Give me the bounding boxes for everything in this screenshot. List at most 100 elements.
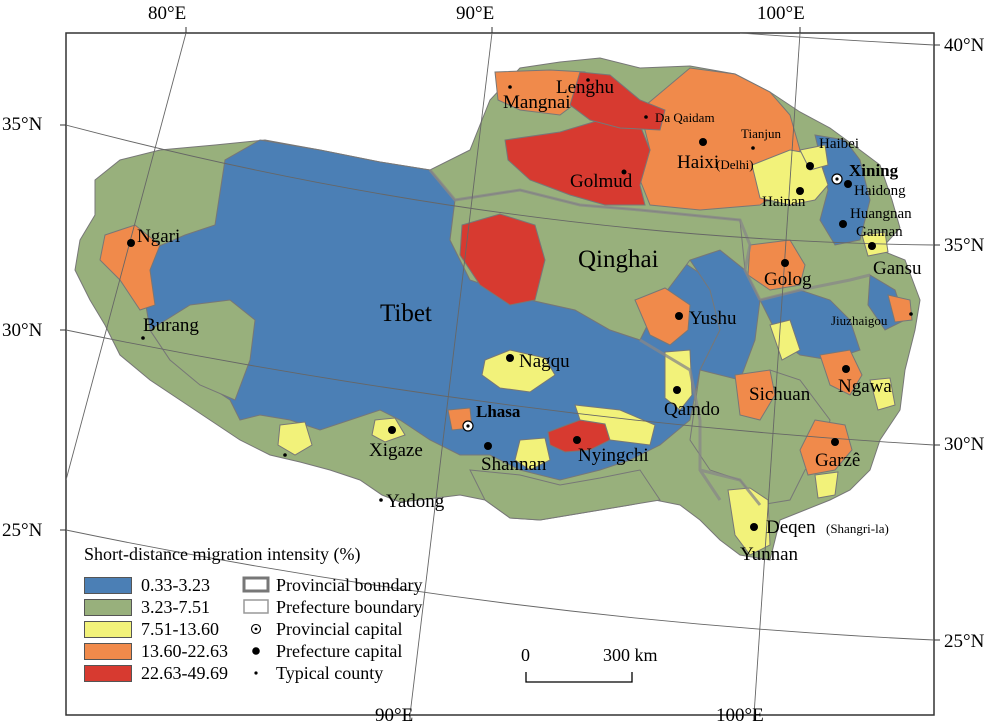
region-class3-nagqu [481,349,556,393]
region-label-qinghai: Qinghai [578,246,659,273]
prefecture-capital-icon [506,354,514,362]
place-label-garze: Garzê [815,450,861,471]
frame-ticks [60,27,940,721]
place-label-lhasa: Lhasa [476,402,521,421]
region-class4-gansu-east [887,294,913,323]
place-label-jiuzhaigou: Jiuzhaigou [831,313,888,328]
prefecture-capital-icon [844,180,852,188]
place-label-golmud: Golmud [570,171,633,192]
prefecture-capital-icon [621,169,627,175]
lon-label-bottom-90: 90°E [375,705,414,726]
region-class4-mangnai [494,69,586,116]
region-class1-east-c [814,134,871,246]
lat-label-left-35: 35°N [2,114,43,135]
prefecture-boundary-icon [243,599,269,614]
prefecture-capital-icon [127,239,135,247]
region-label-sichuan: Sichuan [749,384,811,405]
region-class2-southwest [149,299,256,401]
place-label-burang: Burang [143,315,199,336]
lon-label-top-100: 100°E [757,3,805,24]
prefecture-capital-icon [675,312,683,320]
place-label-haibei: Haibei [819,136,859,152]
place-label-haixi-sub: (Delhi) [716,157,754,172]
region-class3-east-edge [869,377,896,411]
legend-label-typical-county: Typical county [276,663,384,683]
lat-label-right-40: 40°N [944,35,985,56]
legend-swatch-5 [84,665,132,682]
place-label-deqen-sub: (Shangri-la) [826,521,889,536]
place-label-tianjun: Tianjun [741,126,781,141]
prefecture-capital-icon [806,162,814,170]
region-class5-golmud [504,119,651,206]
lat-label-left-25: 25°N [2,520,43,541]
region-class4-ngari [99,224,161,311]
region-class5-lenghu [569,71,666,131]
region-class3-garze-south [814,471,839,499]
legend-title: Short-distance migration intensity (%) [84,544,361,564]
place-label-xining: Xining [849,161,899,180]
place-label-mangnai: Mangnai [503,92,571,113]
legend-label-prefecture-capital: Prefecture capital [276,641,403,661]
prefecture-capital-icon [831,438,839,446]
graticule [66,33,934,715]
place-label-yushu: Yushu [689,308,737,329]
place-label-shannan: Shannan [481,454,547,475]
region-class4-yushu [634,287,691,346]
region-class3-nyingchi-band [574,404,656,446]
provincial-boundaries [428,169,871,506]
place-label-golog: Golog [764,269,812,290]
lon-label-top-80: 80°E [148,3,187,24]
typical-county-icon [379,498,383,502]
typical-county-icon [141,336,145,340]
legend-label-1: 0.33-3.23 [141,575,210,595]
region-label-tibet: Tibet [380,300,432,327]
place-label-hainan: Hainan [762,194,806,210]
legend-label-5: 22.63-49.69 [141,663,228,683]
place-label-nyingchi: Nyingchi [578,445,649,466]
lat-label-right-30: 30°N [944,434,985,455]
prefecture-capital-icon [842,365,850,373]
scale-bar-end-label: 300 km [603,645,658,665]
legend-label-provincial-capital: Provincial capital [276,619,403,639]
typical-county-icon [586,78,590,82]
prefecture-capital-icon [573,436,581,444]
lon-label-top-90: 90°E [456,3,495,24]
place-label-haidong: Haidong [854,183,906,199]
legend-label-provincial-boundary: Provincial boundary [276,575,423,595]
legend-label-2: 3.23-7.51 [141,597,210,617]
region-label-gansu: Gansu [873,258,922,279]
lat-label-left-30: 30°N [2,320,43,341]
scale-bar [525,672,633,683]
place-label-deqen: Deqen [766,517,816,538]
prefecture-capital-icon [252,647,260,655]
prefecture-capital-icon [673,386,681,394]
region-class3-qamdo [664,349,693,411]
lat-label-right-25: 25°N [944,631,985,652]
legend-swatch-2 [84,599,132,616]
place-label-yadong: Yadong [386,491,445,512]
legend-swatch-1 [84,577,132,594]
scale-bar-start-label: 0 [521,645,530,665]
prefecture-capital-icon [796,187,804,195]
place-label-nagqu: Nagqu [519,351,570,372]
prefecture-capital-icon [484,442,492,450]
lat-label-right-35: 35°N [944,235,985,256]
region-class4-garze [799,419,853,476]
prefecture-capital-icon [781,259,789,267]
region-class3-sichuan-mid [769,319,801,361]
region-class5-qinghai-south [459,213,546,306]
prefecture-capital-icon [388,426,396,434]
prefecture-capital-icon [750,523,758,531]
place-label-haixi: Haixi [677,152,720,173]
point-markers [127,78,913,531]
place-label-huangnan: Huangnan [850,206,912,222]
place-label-ngari: Ngari [137,226,181,247]
legend-label-prefecture-boundary: Prefecture boundary [276,597,423,617]
region-class2-south [469,469,661,521]
provincial-boundary-icon [242,576,270,593]
place-label-xigaze: Xigaze [369,440,423,461]
lon-label-bottom-100: 100°E [716,705,764,726]
region-class1-tibet [144,139,721,481]
typical-county-icon [508,85,512,89]
typical-county-icon [751,146,755,150]
